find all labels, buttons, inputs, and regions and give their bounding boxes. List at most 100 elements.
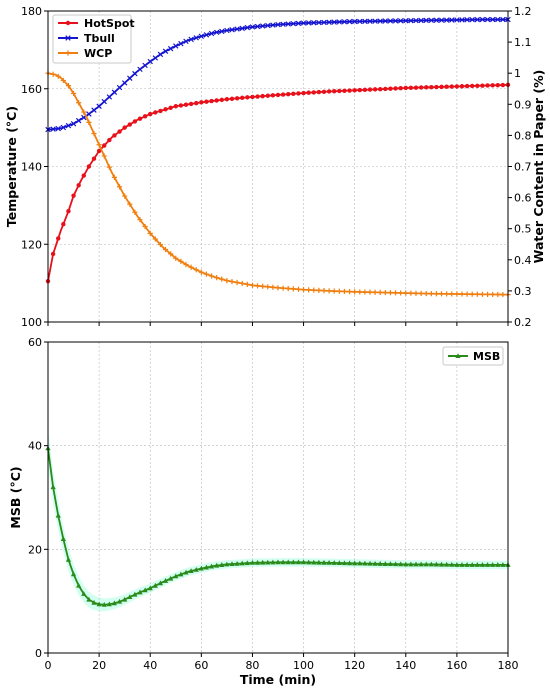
data-point	[168, 575, 174, 581]
data-point	[290, 559, 296, 565]
data-point	[254, 283, 261, 289]
y2-tick-label: 0.9	[514, 98, 532, 111]
data-point	[316, 19, 322, 26]
data-point	[137, 217, 143, 223]
x-tick-label: 60	[194, 659, 208, 672]
data-point	[244, 24, 251, 31]
data-point	[346, 289, 353, 295]
data-point	[443, 17, 450, 23]
data-point	[295, 286, 302, 292]
data-point	[413, 17, 419, 24]
data-point	[270, 559, 276, 565]
data-point	[107, 137, 112, 143]
data-point	[331, 288, 337, 294]
data-point	[178, 103, 184, 108]
data-point	[403, 290, 409, 296]
data-point	[219, 97, 224, 103]
data-point	[148, 111, 153, 117]
data-point	[214, 98, 219, 103]
data-point	[367, 87, 373, 92]
data-point	[444, 84, 449, 89]
data-point	[306, 287, 312, 293]
data-point	[229, 27, 235, 33]
data-point	[403, 17, 409, 24]
data-point	[50, 126, 56, 132]
data-point	[162, 246, 169, 253]
data-point	[280, 559, 286, 565]
data-point	[55, 125, 61, 132]
data-point	[81, 173, 86, 178]
data-point	[423, 290, 429, 297]
data-point	[300, 287, 307, 293]
data-point	[311, 90, 316, 95]
data-point	[70, 121, 77, 127]
data-point	[209, 98, 214, 104]
data-point	[316, 559, 322, 565]
legend-label-wcp: WCP	[84, 47, 112, 60]
data-point	[433, 291, 440, 297]
data-point	[96, 148, 102, 154]
data-point	[444, 561, 450, 567]
data-point	[65, 83, 72, 89]
data-point	[306, 90, 311, 95]
data-point	[117, 129, 122, 134]
data-point	[331, 19, 337, 25]
data-point	[208, 563, 215, 569]
data-point	[86, 111, 92, 117]
data-point	[229, 278, 235, 285]
data-point	[204, 99, 209, 104]
data-point	[71, 193, 76, 198]
data-point	[290, 286, 296, 292]
y2-tick-label: 0.5	[514, 223, 532, 236]
data-point	[86, 119, 92, 125]
data-point	[183, 261, 189, 268]
data-point	[347, 88, 352, 93]
data-point	[224, 561, 230, 567]
data-point	[464, 291, 470, 297]
data-point	[193, 267, 199, 273]
x-tick-label: 40	[143, 659, 157, 672]
x-tick-label: 120	[344, 659, 365, 672]
data-point	[163, 107, 168, 112]
data-point	[208, 30, 215, 37]
data-point	[234, 560, 240, 566]
y-tick-label: 60	[28, 336, 42, 349]
data-point	[382, 289, 388, 296]
data-point	[285, 285, 291, 292]
data-point	[199, 100, 204, 105]
data-point	[367, 560, 373, 566]
data-point	[152, 236, 158, 242]
data-point	[229, 561, 235, 567]
data-point	[137, 116, 143, 121]
data-point	[341, 560, 348, 566]
data-point	[444, 291, 450, 297]
data-point	[490, 291, 496, 298]
data-point	[454, 562, 460, 567]
data-point	[194, 100, 199, 106]
data-point	[101, 98, 107, 105]
data-point	[424, 85, 429, 90]
data-point	[96, 103, 102, 109]
legend-label-msb: MSB	[473, 350, 500, 363]
series-markers-msb	[45, 445, 511, 607]
data-point	[429, 84, 434, 90]
data-point	[214, 562, 220, 568]
data-point	[470, 83, 475, 89]
data-point	[132, 209, 138, 215]
data-point	[362, 289, 368, 295]
data-point	[275, 92, 281, 98]
data-point	[351, 18, 358, 25]
data-point	[75, 117, 82, 124]
data-point	[188, 36, 194, 43]
data-point	[311, 559, 317, 565]
data-point	[372, 289, 378, 295]
data-point	[352, 88, 357, 93]
data-point	[326, 89, 332, 94]
data-point	[332, 89, 337, 94]
data-point	[55, 512, 61, 518]
data-point	[392, 18, 399, 24]
data-point	[50, 71, 56, 77]
data-point	[239, 560, 245, 566]
data-point	[229, 96, 235, 101]
data-point	[280, 285, 286, 291]
